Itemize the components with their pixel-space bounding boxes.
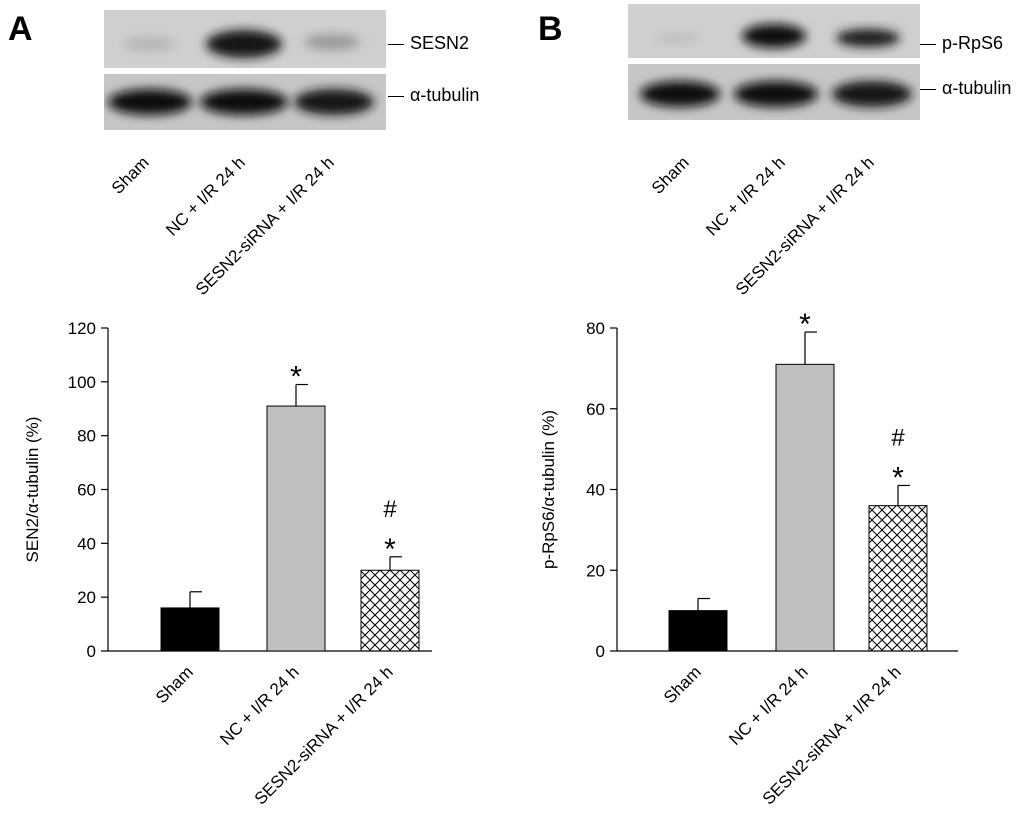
panel-a: A SESN2 α-tubulin Sham NC + I/R 24 h SES… bbox=[0, 0, 512, 840]
lane-label-nc: NC + I/R 24 h bbox=[701, 152, 789, 240]
y-tick-label: 40 bbox=[77, 534, 96, 553]
y-tick-label: 100 bbox=[68, 373, 96, 392]
bar bbox=[266, 405, 326, 652]
y-tick-label: 60 bbox=[77, 481, 96, 500]
lane-label-sham: Sham bbox=[647, 152, 693, 198]
y-tick-label: 0 bbox=[596, 642, 605, 661]
x-tick-label: Sham bbox=[660, 662, 705, 707]
western-blot-image bbox=[104, 10, 386, 130]
y-axis-label: p-RpS6/α-tubulin (%) bbox=[539, 410, 558, 569]
significance-mark: # bbox=[383, 496, 397, 523]
blot-label-prps6: p-RpS6 bbox=[920, 33, 1003, 54]
significance-mark: * bbox=[290, 361, 302, 394]
x-tick-label: NC + I/R 24 h bbox=[725, 662, 812, 749]
bar bbox=[775, 363, 835, 652]
y-tick-label: 40 bbox=[586, 481, 605, 500]
bar-chart-b: 0 20 40 60 80 p-RpS6/α-tubulin (%) Sham * NC + I… bbox=[539, 308, 958, 808]
bar bbox=[360, 569, 420, 652]
x-tick-label: Sham bbox=[152, 662, 197, 707]
lane-label-nc: NC + I/R 24 h bbox=[161, 152, 249, 240]
panel-b: B p-RpS6 α-tubulin Sham NC + I/R 24 h SE… bbox=[512, 0, 1024, 840]
significance-mark: * bbox=[384, 533, 396, 566]
y-tick-label: 80 bbox=[77, 427, 96, 446]
y-tick-label: 80 bbox=[586, 319, 605, 338]
bar bbox=[868, 505, 928, 652]
panel-letter: A bbox=[8, 10, 33, 48]
y-tick-label: 60 bbox=[586, 400, 605, 419]
blot-label-tubulin: α-tubulin bbox=[388, 85, 479, 106]
y-tick-label: 120 bbox=[68, 319, 96, 338]
y-axis-label: SEN2/α-tubulin (%) bbox=[23, 417, 42, 563]
significance-mark: # bbox=[891, 424, 905, 451]
bar-chart-a: 0 20 40 60 80 100 120 SEN2/α-tubulin (%) Sham * NC… bbox=[23, 319, 432, 808]
significance-mark: * bbox=[799, 308, 811, 341]
panel-letter: B bbox=[538, 10, 563, 48]
lane-label-sham: Sham bbox=[107, 152, 153, 198]
significance-mark: * bbox=[892, 461, 904, 494]
blot-label-tubulin: α-tubulin bbox=[920, 78, 1011, 99]
y-tick-label: 0 bbox=[87, 642, 96, 661]
blot-label-sesn2: SESN2 bbox=[388, 33, 469, 54]
bar bbox=[160, 607, 220, 652]
bar bbox=[668, 610, 728, 652]
y-tick-label: 20 bbox=[77, 588, 96, 607]
x-tick-label: NC + I/R 24 h bbox=[216, 662, 303, 749]
y-tick-label: 20 bbox=[586, 561, 605, 580]
western-blot-image bbox=[628, 4, 920, 120]
